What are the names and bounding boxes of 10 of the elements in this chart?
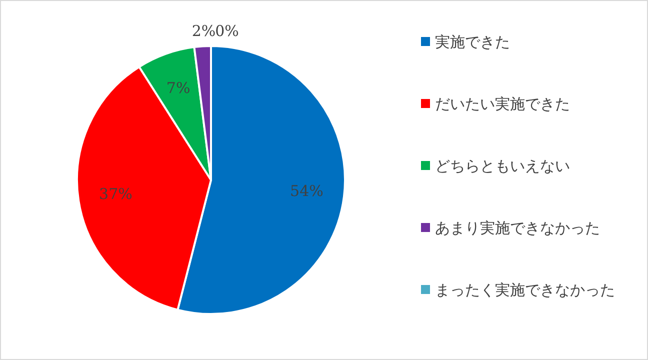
legend-label: 実施できた [435, 32, 511, 53]
data-label: 7% [166, 79, 190, 98]
data-label: 54% [290, 182, 324, 200]
legend-label: どちらともいえない [435, 156, 571, 177]
legend-label: あまり実施できなかった [435, 218, 601, 239]
data-label: 2% [192, 22, 216, 40]
legend-label: だいたい実施できた [435, 94, 571, 115]
text: 0% [215, 22, 239, 40]
legend-label: まったく実施できなかった [435, 280, 615, 301]
data-label: 37% [99, 184, 132, 203]
